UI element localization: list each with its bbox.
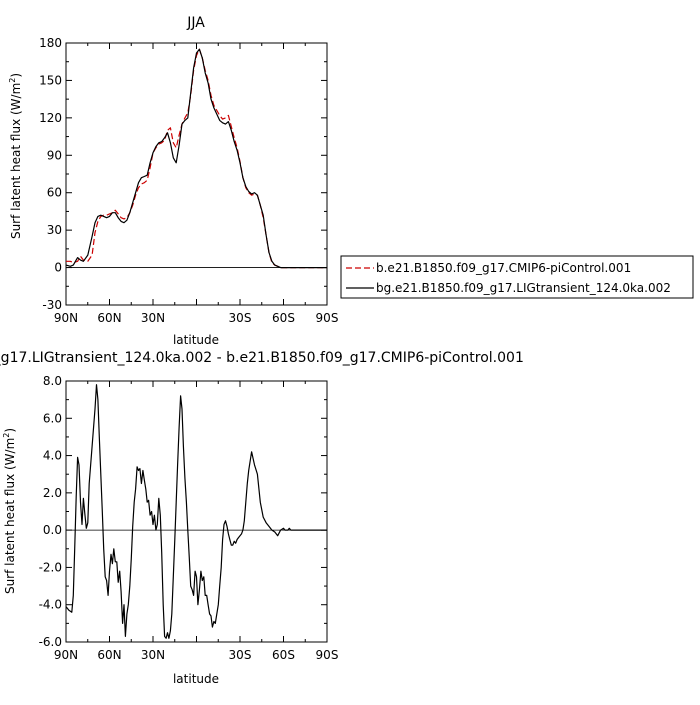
panel-top: JJA 90N 60N 30N 30S 60S 90S -30 0 30 60 90 120 150 18… bbox=[8, 15, 694, 347]
chart-title: JJA bbox=[186, 15, 205, 31]
x-tick-label: 60S bbox=[272, 311, 295, 325]
x-tick-label: 90S bbox=[316, 311, 339, 325]
legend-label-series-1: b.e21.B1850.f09_g17.CMIP6-piControl.001 bbox=[376, 261, 631, 275]
plot-frame bbox=[65, 42, 328, 306]
legend-box bbox=[340, 255, 694, 299]
x-tick-label: 30S bbox=[229, 311, 252, 325]
x-axis-label: latitude bbox=[173, 672, 219, 686]
y-tick-label: 90 bbox=[47, 148, 62, 162]
y-tick-label: 60 bbox=[47, 186, 62, 200]
x-axis-label: latitude bbox=[173, 333, 219, 347]
chart-title: bg.e21.B1850.f09_g17.LIGtransient_124.0k… bbox=[0, 350, 524, 366]
y-tick-label: 30 bbox=[47, 223, 62, 237]
y-tick-label: -4.0 bbox=[39, 598, 62, 612]
y-tick-label: -30 bbox=[42, 298, 62, 312]
y-axis-label-text: Surf latent heat flux (W/m bbox=[9, 83, 23, 239]
y-axis-label-text: Surf latent heat flux (W/m bbox=[3, 438, 17, 594]
y-tick-label: 120 bbox=[39, 111, 62, 125]
legend: b.e21.B1850.f09_g17.CMIP6-piControl.001 … bbox=[340, 255, 694, 299]
x-tick-label: 30S bbox=[229, 648, 252, 662]
y-tick-label: 150 bbox=[39, 73, 62, 87]
y-axis-label-sup: 2 bbox=[2, 433, 11, 438]
y-axis-label-close: ) bbox=[9, 73, 23, 78]
x-tick-label: 90N bbox=[54, 311, 78, 325]
series-line-1 bbox=[66, 48, 327, 269]
y-tick-label: 8.0 bbox=[43, 374, 62, 388]
y-tick-label: -2.0 bbox=[39, 560, 62, 574]
y-tick-label: -6.0 bbox=[39, 635, 62, 649]
x-tick-label: 30N bbox=[141, 311, 165, 325]
series-line-1 bbox=[65, 384, 327, 639]
y-axis-label-close: ) bbox=[3, 428, 17, 433]
y-tick-label: 180 bbox=[39, 36, 62, 50]
x-tick-label: 60S bbox=[272, 648, 295, 662]
x-tick-label: 90S bbox=[316, 648, 339, 662]
y-tick-label: 6.0 bbox=[43, 411, 62, 425]
plot-frame bbox=[65, 380, 328, 643]
panel-bottom: bg.e21.B1850.f09_g17.LIGtransient_124.0k… bbox=[0, 350, 524, 686]
y-axis-label-sup: 2 bbox=[8, 78, 17, 83]
series-line-2 bbox=[65, 48, 327, 269]
y-tick-label: 4.0 bbox=[43, 449, 62, 463]
y-tick-label: 2.0 bbox=[43, 486, 62, 500]
y-tick-label: 0 bbox=[54, 261, 62, 275]
y-tick-label: 0.0 bbox=[43, 523, 62, 537]
x-tick-label: 60N bbox=[97, 648, 121, 662]
x-tick-label: 90N bbox=[54, 648, 78, 662]
plot-area: 90N 60N 30N 30S 60S 90S -6.0 -4.0 -2.0 0.0 2.0 4.0 6… bbox=[39, 374, 339, 662]
plot-area: 90N 60N 30N 30S 60S 90S -30 0 30 60 90 120 150 180 bbox=[39, 36, 338, 325]
x-tick-label: 30N bbox=[141, 648, 165, 662]
x-tick-label: 60N bbox=[97, 311, 121, 325]
y-axis-label: Surf latent heat flux (W/m2) bbox=[2, 428, 17, 594]
legend-label-series-2: bg.e21.B1850.f09_g17.LIGtransient_124.0k… bbox=[376, 281, 671, 295]
y-axis-label: Surf latent heat flux (W/m2) bbox=[8, 73, 23, 239]
